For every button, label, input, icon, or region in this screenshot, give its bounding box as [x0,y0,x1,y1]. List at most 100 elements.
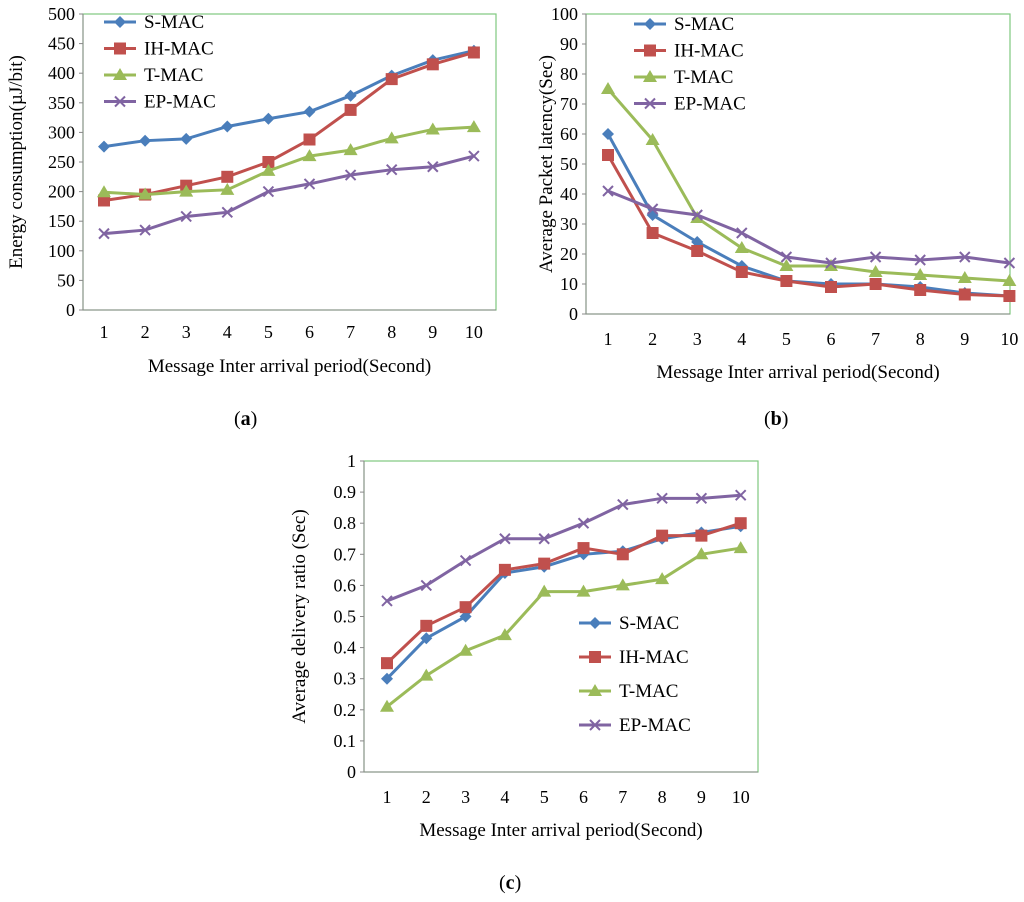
y-tick-label: 80 [560,64,578,84]
caption-c: (c) [499,872,522,894]
y-tick-label: 0.4 [334,638,357,658]
legend-marker [588,684,602,696]
data-point [655,572,670,585]
y-tick-label: 90 [560,34,578,54]
series-ih-mac [381,517,747,670]
x-tick-label: 5 [782,329,791,349]
caption-a-letter: a [240,408,251,430]
x-tick-label: 2 [422,787,431,807]
series-line [606,154,1010,298]
x-tick-label: 4 [500,787,509,807]
x-tick-label: 10 [1000,329,1018,349]
data-point [425,122,440,135]
x-tick-label: 8 [658,787,667,807]
data-point [617,498,629,511]
x-tick-label: 8 [916,329,925,349]
data-point [221,206,234,219]
data-point [615,578,630,591]
series-line [385,521,742,665]
data-point [780,251,793,263]
legend-marker [589,651,601,663]
y-tick-label: 50 [560,154,578,174]
data-point [303,178,316,190]
x-tick-label: 2 [141,322,150,342]
data-point [139,134,152,147]
data-point [426,58,439,71]
legend-label: S-MAC [144,12,204,33]
data-point [427,161,439,173]
data-point [602,149,614,161]
series-line [103,154,475,236]
data-point [344,103,357,116]
x-tick-label: 10 [732,787,750,807]
data-point [262,185,275,198]
legend-marker [114,42,126,55]
y-tick-label: 0.2 [334,700,357,720]
data-point [459,554,472,567]
legend-label: IH-MAC [619,647,689,668]
data-point [221,170,234,183]
caption-b: (b) [764,408,789,430]
series-ih-mac [602,149,1016,302]
data-point [139,224,151,236]
y-tick-label: 0.8 [334,513,357,533]
y-tick-label: 450 [48,34,75,54]
series-line [606,88,1010,283]
data-point [779,259,794,271]
x-tick-label: 2 [648,329,657,349]
y-tick-label: 60 [560,124,578,144]
data-point [381,672,393,685]
data-point [616,548,629,561]
data-point [380,699,394,712]
legend-label: EP-MAC [674,94,746,115]
y-tick-label: 1 [347,451,356,471]
y-axis-label: Average delivery ratio (Sec) [289,509,310,723]
data-point [914,284,927,296]
data-point [420,619,433,632]
data-point [538,557,551,570]
x-tick-label: 3 [693,329,702,349]
data-point [656,529,669,542]
data-point [601,82,615,94]
chart-b: 0 10 20 30 40 50 60 70 80 90 100 1 2 3 4 5 6 7 8 9 10 Message… [536,4,1018,383]
data-point [343,143,358,156]
chart-a: 0 50 100 150 200 250 300 350 400 450 500 1 2 3 4 5 6 7 8 9 1… [6,4,497,377]
legend-item: S-MAC [104,12,204,33]
legend: S-MAC IH-MAC T-MAC EP-MAC [104,12,216,113]
series-line [386,546,741,708]
x-tick-label: 6 [579,787,588,807]
data-point [302,149,317,162]
x-tick-label: 7 [346,322,355,342]
legend-marker [113,68,127,80]
caption-b-letter: b [770,408,782,430]
legend-item: S-MAC [634,14,734,35]
y-tick-label: 0 [347,762,356,782]
data-point [459,601,472,614]
series-ih-mac [98,46,480,207]
legend: S-MAC IH-MAC T-MAC EP-MAC [634,14,746,115]
caption-a: (a) [234,408,258,430]
data-point [695,529,708,542]
x-tick-label: 1 [604,329,613,349]
data-point [499,533,511,545]
legend-item: EP-MAC [634,94,746,115]
y-tick-label: 0 [66,300,75,320]
series-s-mac [381,520,747,685]
legend-item: EP-MAC [104,92,216,113]
data-point [646,203,659,215]
x-tick-label: 3 [182,322,191,342]
y-tick-label: 100 [48,241,75,261]
legend-label: IH-MAC [144,39,214,60]
legend-marker [644,97,656,110]
x-tick-label: 7 [618,787,627,807]
x-tick-label: 8 [387,322,396,342]
legend-marker [644,18,656,30]
y-tick-label: 0.3 [334,669,357,689]
y-tick-label: 70 [560,94,578,114]
y-tick-label: 500 [48,4,75,24]
legend-marker [114,95,126,108]
data-point [303,105,316,118]
data-point [577,517,590,529]
y-tick-label: 0.9 [334,482,357,502]
